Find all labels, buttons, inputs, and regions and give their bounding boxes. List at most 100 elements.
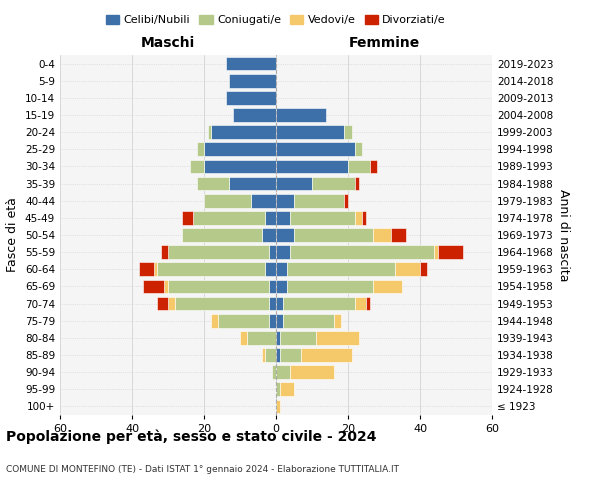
Bar — [276, 160, 348, 173]
Bar — [233, 108, 276, 122]
Bar — [211, 314, 218, 328]
Bar — [168, 280, 269, 293]
Bar — [280, 348, 301, 362]
Bar — [362, 211, 366, 224]
Bar — [312, 176, 355, 190]
Bar — [276, 108, 326, 122]
Bar — [175, 296, 269, 310]
Bar — [395, 262, 420, 276]
Bar — [272, 366, 276, 379]
Bar — [344, 194, 348, 207]
Bar — [229, 176, 276, 190]
Bar — [204, 160, 276, 173]
Bar — [157, 296, 168, 310]
Bar — [276, 194, 294, 207]
Bar — [276, 246, 290, 259]
Bar — [373, 228, 391, 242]
Bar — [276, 331, 280, 344]
Bar — [355, 176, 359, 190]
Bar — [269, 296, 276, 310]
Bar — [334, 314, 341, 328]
Bar — [290, 211, 355, 224]
Bar — [251, 194, 276, 207]
Bar — [316, 331, 359, 344]
Bar — [294, 194, 344, 207]
Bar — [164, 280, 168, 293]
Bar — [370, 160, 377, 173]
Bar — [161, 246, 168, 259]
Text: Popolazione per età, sesso e stato civile - 2024: Popolazione per età, sesso e stato civil… — [6, 430, 377, 444]
Bar — [276, 348, 280, 362]
Bar — [276, 366, 290, 379]
Bar — [269, 314, 276, 328]
Bar — [373, 280, 402, 293]
Bar — [276, 142, 355, 156]
Bar — [211, 126, 276, 139]
Legend: Celibi/Nubili, Coniugati/e, Vedovi/e, Divorziati/e: Celibi/Nubili, Coniugati/e, Vedovi/e, Di… — [101, 10, 451, 30]
Bar — [240, 331, 247, 344]
Y-axis label: Fasce di età: Fasce di età — [7, 198, 19, 272]
Bar — [154, 262, 157, 276]
Bar — [193, 211, 265, 224]
Bar — [276, 314, 283, 328]
Text: Maschi: Maschi — [141, 36, 195, 50]
Bar — [204, 194, 251, 207]
Bar — [262, 228, 276, 242]
Bar — [438, 246, 463, 259]
Bar — [197, 176, 229, 190]
Bar — [290, 246, 434, 259]
Bar — [301, 348, 352, 362]
Bar — [168, 246, 269, 259]
Bar — [139, 262, 154, 276]
Bar — [280, 382, 294, 396]
Bar — [276, 228, 294, 242]
Bar — [283, 296, 355, 310]
Bar — [287, 280, 373, 293]
Bar — [218, 314, 269, 328]
Bar — [391, 228, 406, 242]
Bar — [276, 126, 344, 139]
Bar — [283, 314, 334, 328]
Bar — [280, 331, 316, 344]
Bar — [143, 280, 164, 293]
Bar — [348, 160, 370, 173]
Y-axis label: Anni di nascita: Anni di nascita — [557, 188, 570, 281]
Bar — [247, 331, 276, 344]
Bar — [355, 211, 362, 224]
Bar — [294, 228, 373, 242]
Bar — [269, 280, 276, 293]
Bar — [265, 211, 276, 224]
Bar — [190, 160, 204, 173]
Bar — [276, 400, 280, 413]
Bar — [269, 246, 276, 259]
Bar — [204, 142, 276, 156]
Bar — [226, 56, 276, 70]
Bar — [262, 348, 265, 362]
Bar — [420, 262, 427, 276]
Bar — [208, 126, 211, 139]
Bar — [355, 296, 366, 310]
Text: COMUNE DI MONTEFINO (TE) - Dati ISTAT 1° gennaio 2024 - Elaborazione TUTTITALIA.: COMUNE DI MONTEFINO (TE) - Dati ISTAT 1°… — [6, 465, 399, 474]
Bar — [287, 262, 395, 276]
Bar — [355, 142, 362, 156]
Bar — [276, 382, 280, 396]
Bar — [290, 366, 334, 379]
Bar — [276, 176, 312, 190]
Bar — [182, 228, 262, 242]
Bar — [265, 262, 276, 276]
Bar — [366, 296, 370, 310]
Bar — [276, 211, 290, 224]
Bar — [434, 246, 438, 259]
Bar — [229, 74, 276, 88]
Bar — [276, 280, 287, 293]
Bar — [276, 262, 287, 276]
Bar — [197, 142, 204, 156]
Bar — [168, 296, 175, 310]
Bar — [344, 126, 352, 139]
Bar — [182, 211, 193, 224]
Bar — [276, 296, 283, 310]
Bar — [226, 91, 276, 104]
Text: Femmine: Femmine — [349, 36, 419, 50]
Bar — [157, 262, 265, 276]
Bar — [265, 348, 276, 362]
